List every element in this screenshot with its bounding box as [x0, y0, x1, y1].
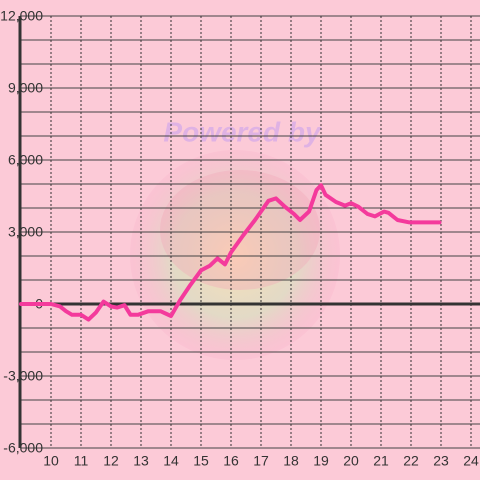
- x-tick-label: 12: [103, 453, 119, 469]
- y-tick-label: 3,000: [8, 224, 43, 240]
- x-tick-label: 24: [463, 453, 479, 469]
- x-tick-label: 10: [43, 453, 59, 469]
- x-tick-label: 14: [163, 453, 179, 469]
- y-tick-label: 6,000: [8, 152, 43, 168]
- x-tick-label: 15: [193, 453, 209, 469]
- x-tick-label: 23: [433, 453, 449, 469]
- x-tick-label: 16: [223, 453, 239, 469]
- data-line: [19, 183, 442, 322]
- x-tick-label: 18: [283, 453, 299, 469]
- x-tick-label: 17: [253, 453, 269, 469]
- x-tick-label: 19: [313, 453, 329, 469]
- x-tick-label: 21: [373, 453, 389, 469]
- y-tick-label: -6,000: [3, 440, 43, 456]
- x-tick-label: 11: [74, 453, 89, 469]
- y-tick-label: 9,000: [8, 80, 43, 96]
- x-tick-label: 22: [403, 453, 419, 469]
- watermark-text: Powered by: [163, 116, 322, 147]
- y-tick-label: -3,000: [3, 368, 43, 384]
- y-tick-label: 12,000: [0, 8, 43, 24]
- x-tick-label: 13: [133, 453, 149, 469]
- x-tick-label: 20: [343, 453, 359, 469]
